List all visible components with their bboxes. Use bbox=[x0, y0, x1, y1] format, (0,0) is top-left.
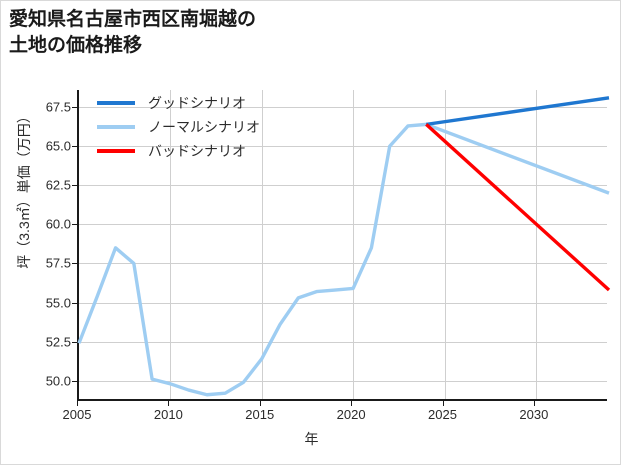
legend-swatch-icon bbox=[97, 125, 135, 129]
x-axis-tick-labels: 2005 2010 2015 2020 2025 2030 bbox=[63, 407, 607, 427]
y-axis-tick-label: 65.0 bbox=[45, 138, 71, 154]
y-axis-tick-label: 55.0 bbox=[45, 295, 71, 311]
x-axis-tickmark bbox=[77, 401, 78, 406]
gridline-horizontal bbox=[79, 302, 607, 304]
y-axis-tick-label: 50.0 bbox=[45, 373, 71, 389]
legend-item-label: グッドシナリオ bbox=[148, 95, 246, 111]
y-axis-tickmark bbox=[72, 341, 77, 343]
x-axis-tickmark bbox=[168, 401, 170, 406]
gridline-vertical bbox=[444, 90, 446, 399]
x-axis-tick-label: 2010 bbox=[153, 407, 183, 422]
x-axis-tick-label: 2030 bbox=[519, 407, 549, 422]
legend-item-label: ノーマルシナリオ bbox=[148, 119, 260, 135]
gridline-vertical bbox=[353, 90, 355, 399]
data-series-layer bbox=[77, 96, 611, 397]
y-axis-tick-label: 52.5 bbox=[45, 334, 71, 350]
y-axis-tickmark bbox=[72, 146, 77, 148]
gridline-horizontal bbox=[79, 263, 607, 265]
gridline-horizontal bbox=[79, 224, 607, 226]
x-axis-tickmark bbox=[442, 401, 444, 406]
gridline-horizontal bbox=[79, 341, 607, 343]
legend-item-2[interactable]: バッドシナリオ bbox=[97, 139, 317, 163]
series-line-good bbox=[425, 96, 610, 127]
x-axis-label: 年 bbox=[304, 431, 319, 447]
plot-area bbox=[77, 90, 611, 401]
x-axis-tickmark bbox=[533, 401, 535, 406]
x-axis-tick-label: 2015 bbox=[245, 407, 275, 422]
y-axis-tickmark bbox=[72, 263, 77, 265]
legend-item-label: バッドシナリオ bbox=[148, 143, 246, 159]
y-axis-tick-labels: 50.0 52.5 55.0 57.5 60.0 62.5 65.0 67.5 bbox=[23, 90, 71, 401]
page-title: 愛知県名古屋市西区南堀越の 土地の価格推移 bbox=[9, 9, 257, 56]
y-axis-label: 坪（3.3㎡）単価（万円） bbox=[16, 109, 32, 269]
x-axis-tick-label: 2005 bbox=[62, 407, 92, 422]
x-axis-tickmark bbox=[259, 401, 261, 406]
x-axis-tick-label: 2025 bbox=[428, 407, 457, 422]
gridline-vertical bbox=[170, 90, 172, 399]
y-axis-tick-label: 57.5 bbox=[45, 255, 71, 271]
y-axis-tickmark bbox=[72, 185, 77, 187]
gridline-vertical bbox=[535, 90, 537, 399]
y-axis-tickmark bbox=[72, 302, 77, 304]
y-axis-tick-label: 67.5 bbox=[45, 99, 71, 115]
y-axis-tickmark bbox=[72, 380, 77, 382]
x-axis-tick-label: 2020 bbox=[336, 407, 366, 422]
gridline-horizontal bbox=[79, 185, 607, 187]
y-axis-tickmark bbox=[72, 107, 77, 109]
legend-item-0[interactable]: グッドシナリオ bbox=[97, 91, 317, 115]
series-line-bad bbox=[425, 123, 611, 292]
y-axis-tickmark bbox=[72, 224, 77, 226]
legend-swatch-icon bbox=[97, 101, 135, 105]
gridline-horizontal bbox=[79, 107, 607, 109]
legend-item-1[interactable]: ノーマルシナリオ bbox=[97, 115, 317, 139]
series-line-normal bbox=[77, 122, 610, 397]
y-axis-tick-label: 62.5 bbox=[45, 177, 71, 193]
y-axis-tick-label: 60.0 bbox=[45, 216, 71, 232]
chart-legend: グッドシナリオ ノーマルシナリオ バッドシナリオ bbox=[97, 91, 317, 163]
legend-swatch-icon bbox=[97, 149, 135, 153]
gridline-vertical bbox=[261, 90, 263, 399]
gridline-horizontal bbox=[79, 146, 607, 148]
gridline-horizontal bbox=[79, 380, 607, 382]
x-axis-tickmark bbox=[351, 401, 353, 406]
